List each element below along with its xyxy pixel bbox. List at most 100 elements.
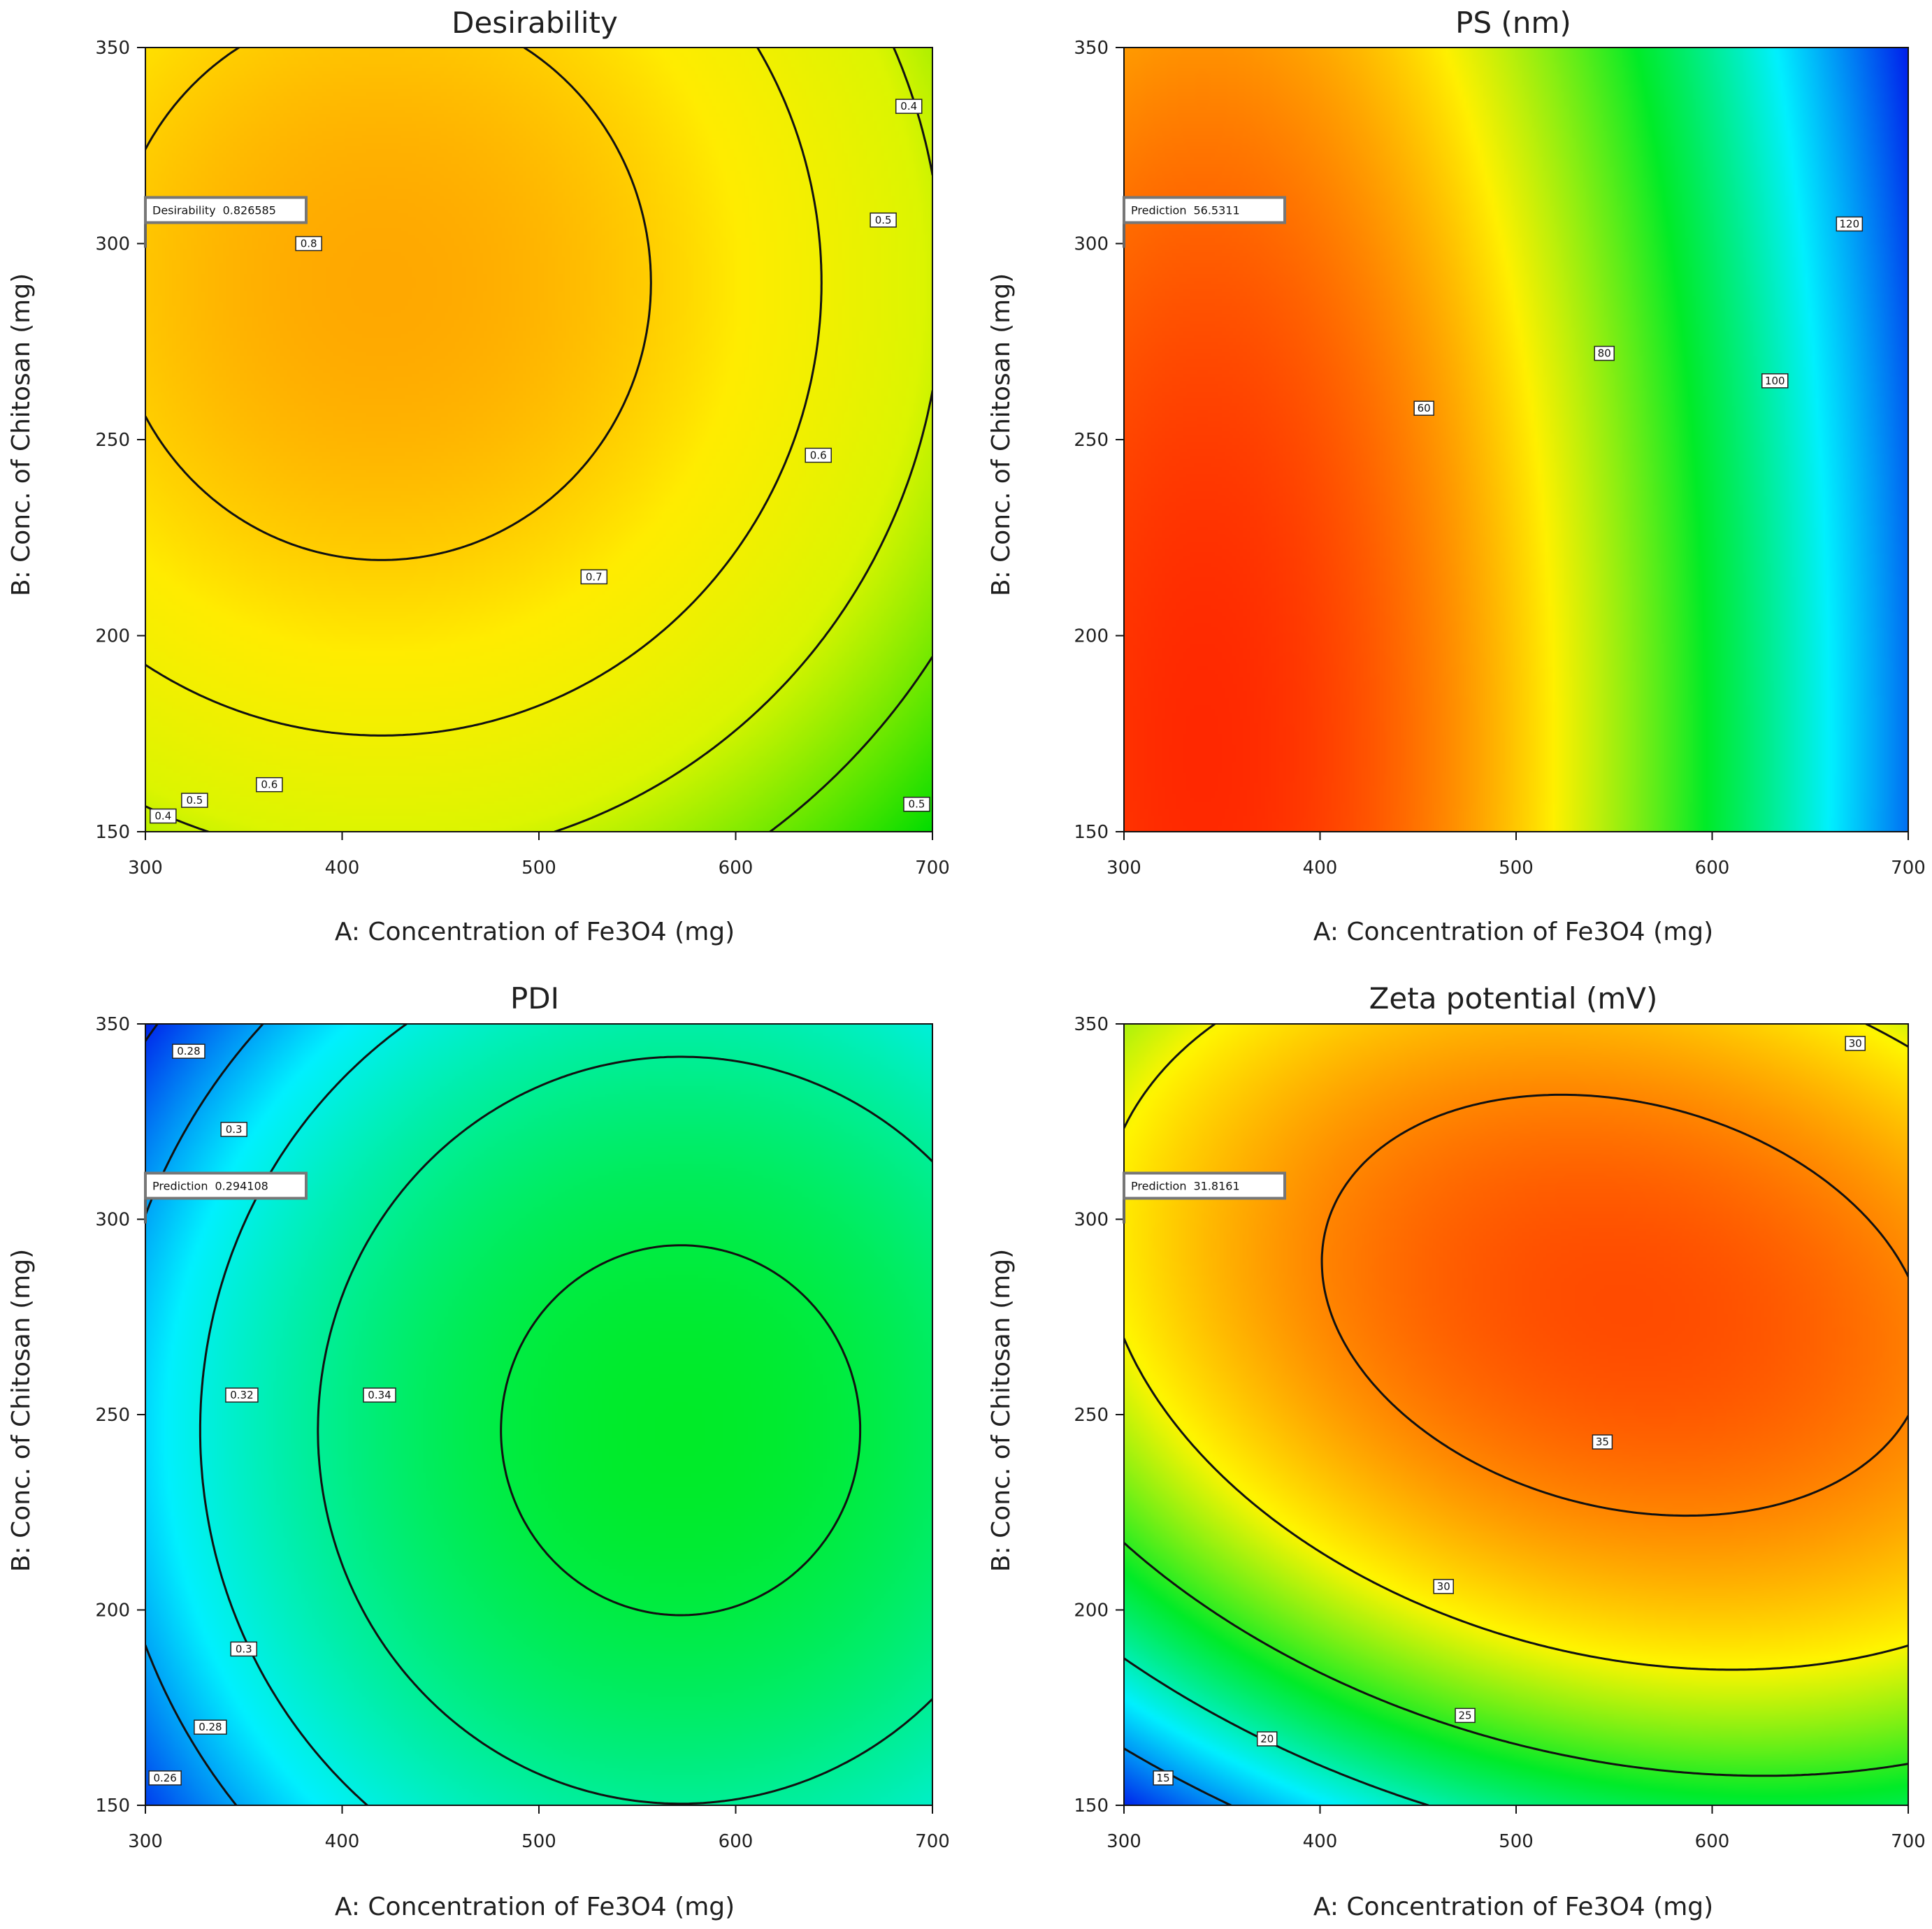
contour-label: 0.32 [225, 1387, 259, 1403]
contour-line [317, 1055, 932, 1805]
y-tick-label: 250 [1074, 1405, 1109, 1426]
contour-label: 80 [1594, 345, 1615, 361]
flag-box [1123, 1171, 1286, 1200]
flag-label: Prediction [1131, 1180, 1186, 1193]
x-tick-label: 400 [1303, 858, 1338, 879]
contour-label: 25 [1455, 1707, 1476, 1724]
x-tick-label: 700 [1891, 858, 1926, 879]
y-tick-label: 150 [95, 1796, 130, 1816]
x-tick-label: 700 [915, 1831, 950, 1852]
y-tick-label: 250 [95, 1405, 130, 1426]
flag-value: 0.826585 [223, 204, 276, 217]
y-tick-label: 300 [95, 1210, 130, 1231]
contour-label-text: 80 [1598, 347, 1611, 360]
y-tick-label: 350 [95, 38, 130, 59]
x-tick-label: 300 [128, 1831, 163, 1852]
x-axis-label: A: Concentration of Fe3O4 (mg) [1313, 1893, 1713, 1921]
x-tick-label: 600 [1695, 1831, 1730, 1852]
y-axis-label: B: Conc. of Chitosan (mg) [987, 273, 1016, 596]
y-tick-label: 300 [1074, 1210, 1109, 1231]
contour-label-text: 0.6 [261, 779, 277, 791]
x-tick-label: 500 [521, 858, 556, 879]
contour-label: 35 [1592, 1434, 1613, 1450]
contour-label: 0.5 [870, 212, 897, 228]
contour-label: 120 [1836, 216, 1863, 232]
contour-label-text: 0.7 [586, 570, 603, 583]
contour-label: 0.4 [150, 808, 177, 824]
y-axis-label: B: Conc. of Chitosan (mg) [987, 1249, 1016, 1572]
x-tick-label: 600 [719, 1831, 754, 1852]
x-tick-label: 400 [325, 858, 360, 879]
prediction-flag: Prediction 31.8161 [1123, 1171, 1286, 1224]
chart-title: Zeta potential (mV) [1369, 981, 1658, 1016]
contour-label: 0.34 [363, 1387, 396, 1403]
contour-label-text: 0.5 [909, 798, 925, 811]
contour-label: 0.6 [256, 776, 283, 793]
x-tick-label: 700 [1891, 1831, 1926, 1852]
contour-label: 20 [1257, 1731, 1278, 1747]
contour-label: 30 [1433, 1579, 1454, 1594]
contour-plot: 300 400 500 600 700 150 200 250 300 350 35 30 25 20 15… [1074, 1014, 1925, 1852]
contour-label: 0.5 [903, 796, 930, 812]
contour-label: 0.8 [295, 236, 322, 252]
x-tick-label: 400 [1303, 1831, 1338, 1852]
contour-label: 0.3 [230, 1641, 257, 1657]
y-tick-label: 350 [1074, 38, 1109, 59]
x-axis-label: A: Concentration of Fe3O4 (mg) [1313, 918, 1713, 946]
contour-line [1124, 1657, 1429, 1805]
panel-zeta-potential: Zeta potential (mV) A: Concentration of … [987, 981, 1926, 1921]
contour-line [1124, 1542, 1908, 1777]
flag-text: Desirability 0.826585 [152, 204, 276, 217]
chart-title: PS (nm) [1455, 6, 1571, 40]
heatmap-surface [145, 1024, 932, 1805]
contour-label-text: 0.8 [301, 238, 317, 250]
contour-label: 0.26 [148, 1770, 182, 1786]
contour-label-text: 30 [1437, 1580, 1450, 1593]
contour-label-text: 0.6 [810, 449, 827, 461]
y-tick-label: 300 [95, 234, 130, 255]
x-tick-label: 400 [325, 1831, 360, 1852]
contour-label-text: 120 [1840, 217, 1860, 230]
x-axis-label: A: Concentration of Fe3O4 (mg) [335, 1893, 735, 1921]
flag-label: Desirability [152, 204, 216, 217]
y-tick-label: 200 [1074, 1601, 1109, 1621]
contour-label-text: 100 [1765, 375, 1785, 387]
heatmap-surface [1124, 48, 1908, 832]
contour-lines [145, 1024, 932, 1805]
x-tick-label: 300 [1106, 858, 1141, 879]
contour-plot: 300 400 500 600 700 150 200 250 300 350 0.8 0.7 0.6 0… [95, 38, 949, 879]
flag-box [144, 196, 308, 224]
contour-plot: 300 400 500 600 700 150 200 250 300 350 60 80 100 120… [1074, 38, 1925, 879]
contour-line [145, 48, 652, 561]
y-tick-label: 250 [1074, 430, 1109, 451]
contour-label: 60 [1413, 400, 1434, 416]
y-tick-label: 350 [1074, 1014, 1109, 1035]
heatmap-surface [145, 48, 932, 832]
x-tick-label: 600 [1695, 858, 1730, 879]
contour-label: 0.5 [181, 793, 208, 808]
prediction-flag: Prediction 56.5311 [1123, 196, 1286, 248]
contour-line [1124, 1024, 1908, 1671]
contour-label-text: 20 [1260, 1733, 1274, 1745]
x-tick-label: 300 [128, 858, 163, 879]
contour-label-text: 0.32 [230, 1389, 253, 1401]
contour-label: 0.28 [172, 1043, 206, 1059]
flag-text: Prediction 0.294108 [152, 1180, 268, 1193]
y-tick-label: 200 [1074, 626, 1109, 647]
y-tick-label: 150 [1074, 822, 1109, 843]
contour-line [199, 1024, 408, 1805]
contour-label-text: 25 [1459, 1709, 1472, 1721]
y-tick-label: 150 [1074, 1796, 1109, 1816]
contour-label-text: 60 [1418, 402, 1431, 414]
contour-label: 0.6 [805, 447, 832, 463]
x-tick-label: 500 [1499, 1831, 1534, 1852]
x-tick-label: 500 [1499, 858, 1534, 879]
y-tick-label: 350 [95, 1014, 130, 1035]
contour-label-text: 0.28 [177, 1045, 200, 1057]
flag-value: 0.294108 [215, 1180, 268, 1193]
y-tick-label: 200 [95, 626, 130, 647]
contour-plot: 300 400 500 600 700 150 200 250 300 350 0.28 0.3 0.3… [95, 1014, 949, 1852]
chart-title: Desirability [452, 6, 618, 40]
contour-label-text: 0.34 [368, 1389, 391, 1401]
y-tick-label: 200 [95, 1601, 130, 1621]
